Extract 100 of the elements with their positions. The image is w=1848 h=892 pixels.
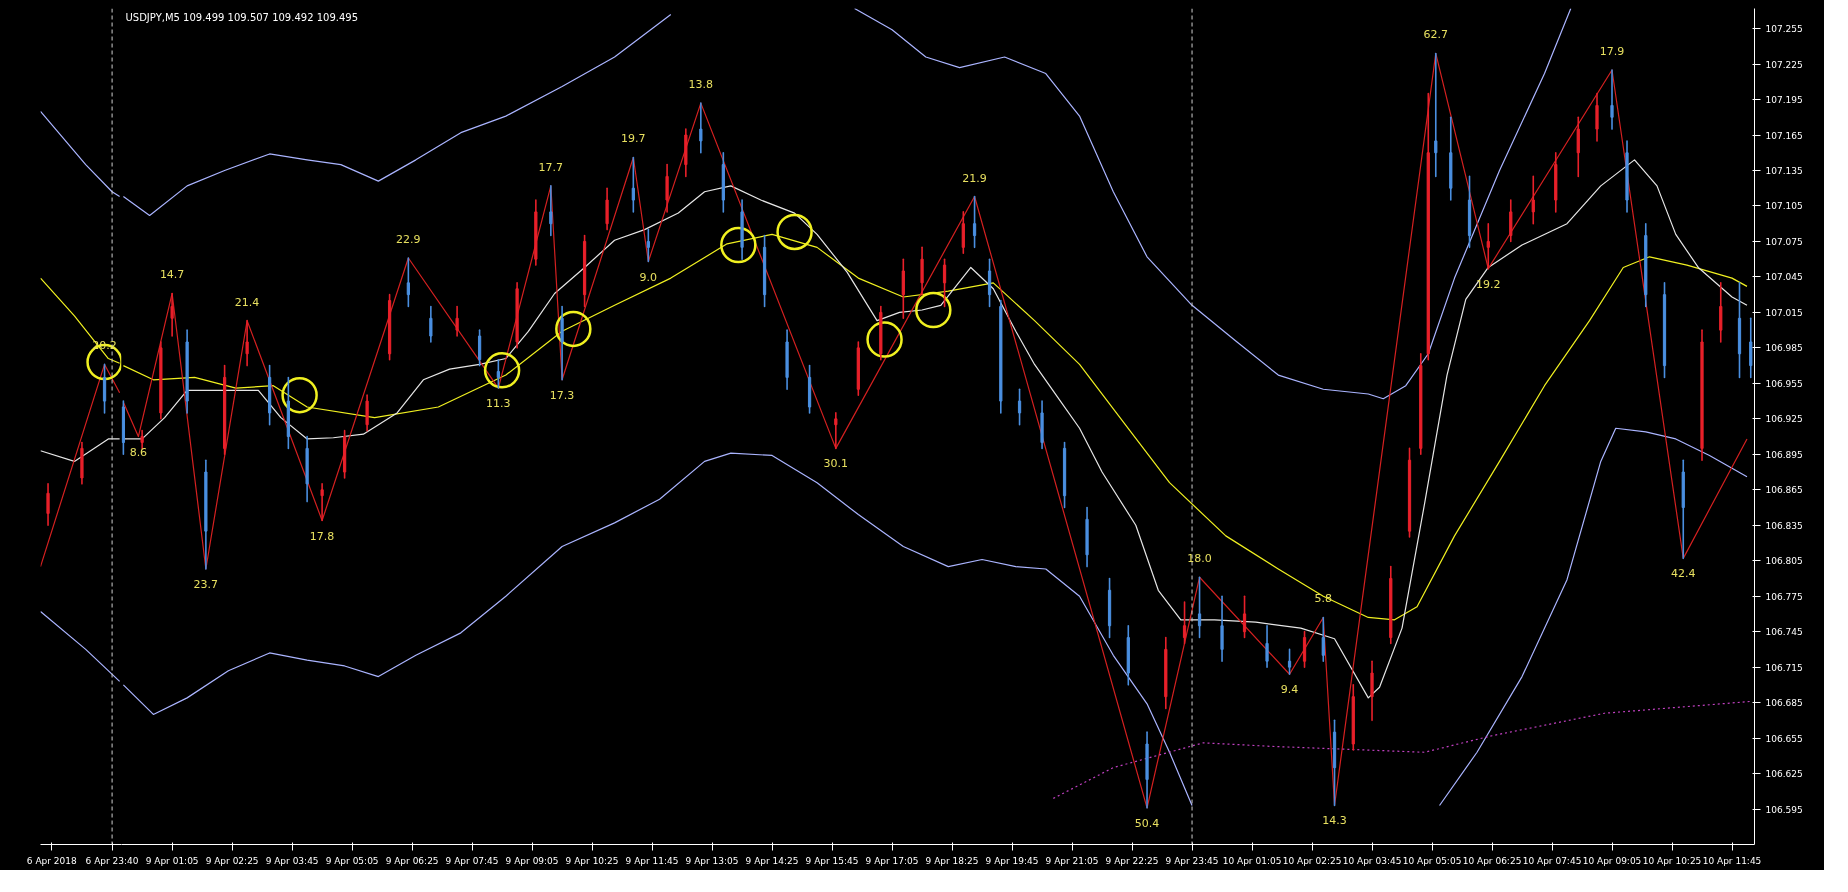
y-tick-label: 107.255 bbox=[1765, 24, 1803, 35]
candlestick bbox=[942, 258, 947, 308]
x-tick-label: 9 Apr 23:45 bbox=[1165, 855, 1219, 866]
candlestick bbox=[1242, 595, 1247, 639]
x-tick-label: 9 Apr 10:25 bbox=[565, 855, 619, 866]
candlestick bbox=[429, 305, 433, 343]
annotation: 21.9 bbox=[962, 171, 987, 185]
candlestick bbox=[646, 228, 650, 263]
y-tick-label: 106.955 bbox=[1765, 378, 1803, 389]
candlestick bbox=[365, 394, 369, 432]
x-tick-label: 9 Apr 18:25 bbox=[925, 855, 979, 866]
annotation: 30.1 bbox=[823, 457, 849, 471]
x-tick-label: 10 Apr 02:25 bbox=[1282, 855, 1342, 866]
x-tick-label: 9 Apr 09:05 bbox=[505, 855, 559, 866]
x-tick-label: 9 Apr 14:25 bbox=[745, 855, 799, 866]
y-tick-label: 106.835 bbox=[1765, 520, 1803, 531]
x-tick-label: 6 Apr 23:40 bbox=[85, 855, 139, 866]
candlestick bbox=[665, 163, 669, 213]
candlestick bbox=[1287, 648, 1292, 676]
annotation: 9.0 bbox=[639, 270, 658, 284]
x-tick-label: 9 Apr 03:45 bbox=[265, 855, 319, 866]
candlestick bbox=[1576, 116, 1580, 178]
x-tick-label: 10 Apr 05:05 bbox=[1402, 855, 1462, 866]
point bbox=[281, 376, 318, 414]
x-tick-label: 9 Apr 22:25 bbox=[1105, 855, 1159, 866]
candlestick bbox=[477, 329, 482, 367]
x-tick-label: 10 Apr 09:05 bbox=[1582, 855, 1642, 866]
candlestick bbox=[245, 319, 249, 367]
y-tick-label: 107.105 bbox=[1765, 201, 1803, 212]
annotation: 18.0 bbox=[1187, 552, 1212, 566]
candlestick bbox=[1719, 282, 1723, 343]
candlestick bbox=[1595, 92, 1599, 142]
y-tick-label: 107.165 bbox=[1765, 130, 1803, 141]
y-tick-label: 106.595 bbox=[1765, 804, 1803, 815]
x-tick-label: 10 Apr 07:45 bbox=[1522, 855, 1582, 866]
chart-title: USDJPY,M5 109.499 109.507 109.492 109.495 bbox=[125, 11, 359, 23]
annotation: 17.7 bbox=[538, 160, 564, 174]
candlestick bbox=[1302, 630, 1307, 668]
annotation: 5.8 bbox=[1314, 592, 1333, 606]
annotation: 17.3 bbox=[549, 388, 575, 402]
point bbox=[720, 226, 757, 264]
annotation: 13.8 bbox=[688, 78, 714, 92]
candlestick bbox=[1531, 175, 1535, 225]
candlestick bbox=[1370, 660, 1374, 722]
candlestick bbox=[834, 412, 838, 450]
annotation: 9.4 bbox=[1280, 683, 1299, 697]
y-tick-label: 106.895 bbox=[1765, 449, 1803, 460]
x-tick-label: 6 Apr 2018 bbox=[26, 855, 78, 866]
candlestick bbox=[170, 292, 174, 337]
candlestick bbox=[1509, 199, 1513, 243]
point bbox=[555, 310, 592, 348]
y-tick-label: 106.715 bbox=[1765, 662, 1803, 673]
candlestick bbox=[972, 195, 977, 249]
annotation: 22.9 bbox=[396, 233, 421, 246]
point bbox=[776, 213, 813, 251]
candlestick bbox=[1197, 576, 1202, 639]
y-tick-label: 107.135 bbox=[1765, 166, 1803, 176]
line-series bbox=[1052, 700, 1752, 799]
y-tick-label: 107.045 bbox=[1765, 272, 1803, 283]
annotation: 8.6 bbox=[129, 445, 148, 459]
y-tick-label: 106.865 bbox=[1765, 485, 1803, 496]
annotation: 42.4 bbox=[1671, 567, 1696, 581]
x-tick-label: 10 Apr 01:05 bbox=[1222, 855, 1282, 866]
y-tick-label: 107.075 bbox=[1765, 236, 1803, 247]
x-tick-label: 9 Apr 19:45 bbox=[985, 855, 1039, 866]
candlestick bbox=[1486, 222, 1490, 270]
candlestick bbox=[46, 483, 50, 527]
annotation: 11.3 bbox=[486, 397, 511, 411]
candlestick bbox=[1749, 317, 1753, 379]
candlestick bbox=[320, 483, 324, 522]
y-tick-label: 107.015 bbox=[1765, 307, 1803, 318]
candlestick bbox=[1265, 624, 1269, 668]
x-tick-label: 9 Apr 05:05 bbox=[325, 855, 379, 866]
y-tick-label: 106.925 bbox=[1765, 414, 1803, 425]
point bbox=[483, 352, 521, 389]
candlestick bbox=[1610, 69, 1614, 130]
candlestick bbox=[605, 187, 609, 231]
x-tick-label: 9 Apr 01:05 bbox=[145, 855, 199, 866]
x-tick-label: 9 Apr 02:25 bbox=[205, 855, 259, 866]
y-tick-label: 106.745 bbox=[1765, 627, 1803, 638]
x-tick-label: 9 Apr 15:45 bbox=[805, 855, 859, 866]
x-tick-label: 10 Apr 03:45 bbox=[1342, 855, 1402, 866]
candlestick bbox=[496, 358, 500, 389]
x-tick-label: 10 Apr 11:45 bbox=[1702, 855, 1762, 866]
annotation: 14.7 bbox=[159, 268, 185, 282]
x-tick-label: 9 Apr 17:05 bbox=[865, 855, 919, 866]
y-tick-label: 106.805 bbox=[1765, 556, 1803, 567]
candlestick bbox=[1321, 616, 1325, 663]
x-tick-label: 9 Apr 07:45 bbox=[445, 855, 499, 866]
x-tick-label: 9 Apr 13:05 bbox=[685, 855, 739, 866]
x-tick-label: 9 Apr 21:05 bbox=[1045, 855, 1099, 866]
annotation: 62.7 bbox=[1423, 28, 1449, 42]
candlestick bbox=[699, 102, 703, 154]
x-tick-label: 10 Apr 10:25 bbox=[1642, 855, 1702, 866]
y-tick-label: 106.985 bbox=[1765, 343, 1803, 354]
y-tick-label: 106.685 bbox=[1765, 698, 1803, 709]
line-series bbox=[122, 159, 1748, 699]
candlestick bbox=[1017, 388, 1022, 426]
y-tick-label: 107.195 bbox=[1765, 95, 1803, 106]
candlestick bbox=[1434, 52, 1438, 178]
